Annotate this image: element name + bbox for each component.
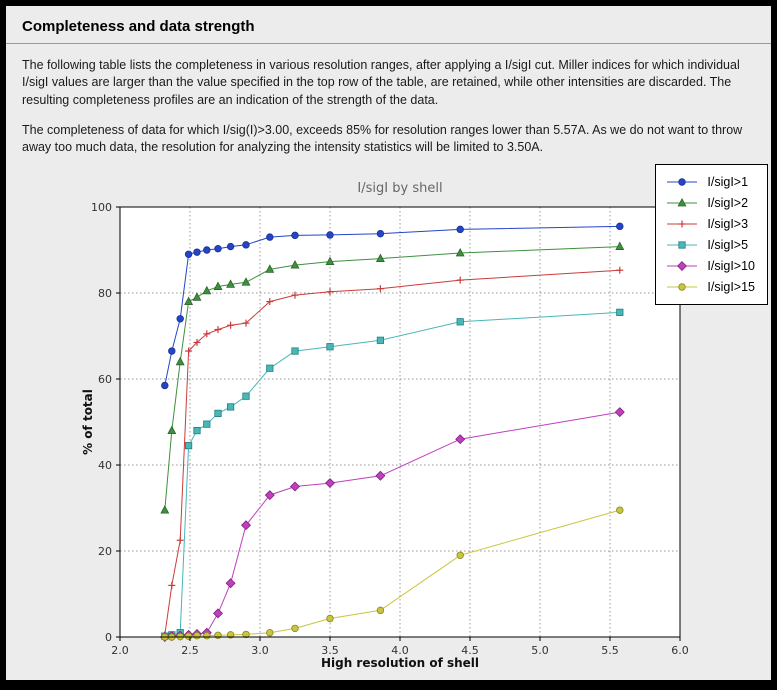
gridlines bbox=[120, 207, 680, 638]
y-tick-label: 20 bbox=[98, 545, 112, 558]
legend-label: I/sigI>15 bbox=[707, 280, 755, 295]
paragraph-completeness-explanation: The following table lists the completene… bbox=[22, 58, 740, 107]
plot-area bbox=[120, 207, 680, 638]
x-tick-label: 4.0 bbox=[391, 644, 409, 657]
axis-ticks: 2.0 2.5 3.0 3.5 4.0 4.5 5.0 5.5 6.0 0 20 40 60 80 100 bbox=[91, 201, 689, 657]
y-tick-label: 60 bbox=[98, 373, 112, 386]
x-tick-label: 6.0 bbox=[671, 644, 689, 657]
series-I/sigI>1 bbox=[161, 222, 624, 390]
legend-item: I/sigI>1 bbox=[665, 172, 755, 192]
legend-item: I/sigI>3 bbox=[665, 214, 755, 234]
legend-label: I/sigI>2 bbox=[707, 196, 749, 211]
y-axis-label: % of total bbox=[81, 389, 95, 455]
y-tick-label: 0 bbox=[105, 631, 112, 644]
y-tick-label: 80 bbox=[98, 287, 112, 300]
x-axis-label: High resolution of shell bbox=[321, 656, 479, 670]
chart-legend: I/sigI>1 I/sigI>2 I/sigI>3 I/sigI>5 I/sigI>1… bbox=[655, 164, 768, 306]
legend-sample-square-icon bbox=[667, 241, 698, 249]
legend-sample-diamond-icon bbox=[667, 261, 698, 272]
legend-item: I/sigI>5 bbox=[665, 235, 755, 255]
chart-canvas: 2.0 2.5 3.0 3.5 4.0 4.5 5.0 5.5 6.0 0 20 40 60 80 100 I… bbox=[81, 181, 689, 670]
x-tick-label: 3.5 bbox=[321, 644, 339, 657]
x-tick-label: 3.0 bbox=[251, 644, 269, 657]
y-tick-label: 100 bbox=[91, 201, 112, 214]
x-tick-label: 2.5 bbox=[181, 644, 199, 657]
legend-sample-circle-icon bbox=[667, 178, 698, 186]
x-tick-label: 2.0 bbox=[111, 644, 129, 657]
report-text: The following table lists the completene… bbox=[6, 57, 771, 156]
x-tick-label: 5.5 bbox=[601, 644, 619, 657]
legend-label: I/sigI>3 bbox=[707, 217, 749, 232]
chart-title: I/sigI by shell bbox=[357, 181, 442, 196]
x-tick-label: 5.0 bbox=[531, 644, 549, 657]
legend-item: I/sigI>10 bbox=[665, 256, 755, 276]
x-tick-label: 4.5 bbox=[461, 644, 479, 657]
y-tick-label: 40 bbox=[98, 459, 112, 472]
legend-item: I/sigI>2 bbox=[665, 193, 755, 213]
legend-sample-triangle-icon bbox=[667, 198, 698, 207]
completeness-chart: 2.0 2.5 3.0 3.5 4.0 4.5 5.0 5.5 6.0 0 20 40 60 80 100 I… bbox=[6, 162, 771, 677]
legend-label: I/sigI>5 bbox=[707, 238, 749, 253]
legend-label: I/sigI>10 bbox=[707, 259, 755, 274]
title-separator bbox=[6, 43, 771, 44]
report-page: Completeness and data strength The follo… bbox=[6, 6, 771, 680]
paragraph-resolution-cutoff: The completeness of data for which I/sig… bbox=[22, 122, 743, 154]
series-I/sigI>2 bbox=[160, 241, 625, 514]
legend-label: I/sigI>1 bbox=[707, 175, 749, 190]
legend-sample-plus-icon bbox=[667, 220, 698, 228]
legend-item: I/sigI>15 bbox=[665, 277, 755, 297]
page-title: Completeness and data strength bbox=[22, 18, 255, 35]
legend-sample-circle-icon bbox=[667, 283, 698, 291]
